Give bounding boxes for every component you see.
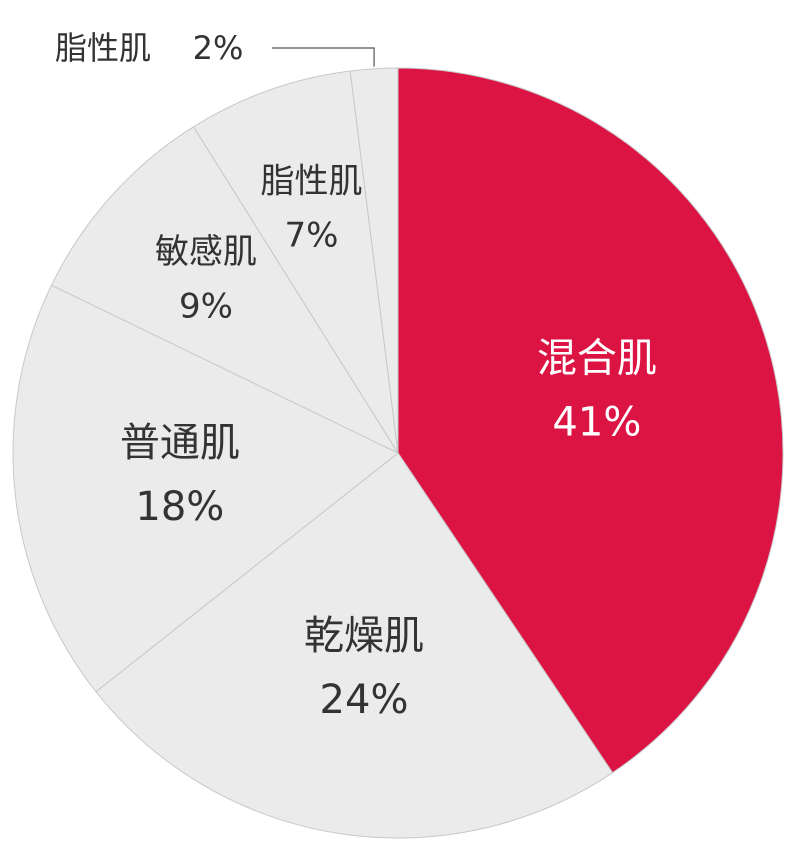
slice-label: 脂性肌: [55, 29, 151, 67]
value-label: 24%: [320, 677, 409, 723]
pie-slice: [192, 70, 399, 454]
pie-slice: [50, 126, 400, 455]
value-label: 7%: [284, 216, 338, 256]
leader-line: [272, 47, 375, 67]
pie-slice: [12, 284, 399, 693]
pie-slice: [397, 67, 784, 774]
slice-label: 乾燥肌: [304, 613, 424, 659]
slice-label: 混合肌: [537, 335, 657, 381]
slice-label: 脂性肌: [260, 161, 362, 201]
pie-slice: [349, 67, 399, 454]
value-label: 18%: [135, 484, 224, 530]
value-label: 9%: [179, 286, 233, 326]
pie-slice: [95, 452, 614, 839]
slice-label: 普通肌: [120, 420, 240, 466]
value-label: 41%: [552, 399, 641, 445]
value-label: 2%: [193, 29, 244, 67]
slice-label: 敏感肌: [155, 232, 257, 272]
